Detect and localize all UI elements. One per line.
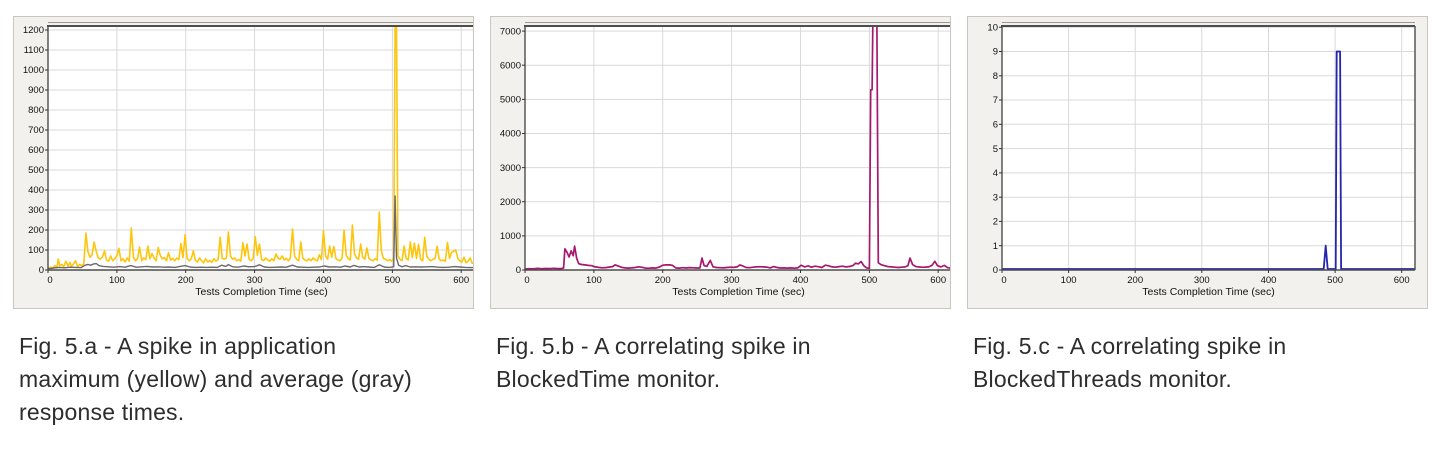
chart-panel-blockedtime: 0 1000 2000 3000 4000 5000 6000 7000 0 100 200 300 4… xyxy=(490,16,951,309)
series-group xyxy=(1002,50,1415,270)
svg-text:200: 200 xyxy=(655,275,671,286)
figure-caption-5c: Fig. 5.c - A correlating spike in Blocke… xyxy=(973,333,1287,392)
svg-text:700: 700 xyxy=(28,125,44,136)
svg-text:600: 600 xyxy=(453,275,469,286)
gridlines xyxy=(525,26,950,270)
svg-text:100: 100 xyxy=(1061,275,1077,286)
svg-text:300: 300 xyxy=(1194,275,1210,286)
x-axis: 0 100 200 300 400 500 600 xyxy=(524,270,946,286)
svg-text:500: 500 xyxy=(861,275,877,286)
svg-text:300: 300 xyxy=(247,275,263,286)
svg-text:500: 500 xyxy=(384,275,400,286)
plot-frame xyxy=(47,22,473,271)
svg-text:0: 0 xyxy=(47,275,52,286)
svg-text:400: 400 xyxy=(28,185,44,196)
x-axis: 0 100 200 300 400 500 600 xyxy=(1001,270,1410,286)
svg-text:200: 200 xyxy=(28,225,44,236)
svg-text:0: 0 xyxy=(524,275,529,286)
y-axis: 0 1 2 3 4 5 6 7 8 9 10 xyxy=(987,22,1002,276)
svg-text:1000: 1000 xyxy=(23,65,44,76)
figure-5b: 0 1000 2000 3000 4000 5000 6000 7000 0 100 200 300 4… xyxy=(490,16,951,429)
svg-text:0: 0 xyxy=(516,265,521,276)
svg-text:100: 100 xyxy=(109,275,125,286)
chart-canvas-blockedtime: 0 1000 2000 3000 4000 5000 6000 7000 0 100 200 300 4… xyxy=(500,22,950,298)
chart-canvas-response-times: 0100200300400500600700800900100011001200… xyxy=(23,22,473,298)
svg-text:5: 5 xyxy=(993,144,998,155)
figure-5a: 0 100 200 300 400 500 600 700 800 900 1000 1100 1200… xyxy=(13,16,474,429)
svg-text:400: 400 xyxy=(1261,275,1277,286)
svg-text:0: 0 xyxy=(39,265,44,276)
svg-text:500: 500 xyxy=(1327,275,1343,286)
plot-area xyxy=(48,26,473,270)
svg-text:0: 0 xyxy=(1001,275,1006,286)
y-axis: 0 100 200 300 400 500 600 700 800 900 1000 1100 1200 xyxy=(23,25,48,276)
series-blockedthreads xyxy=(1002,50,1415,270)
gridlines xyxy=(48,26,473,270)
svg-text:200: 200 xyxy=(178,275,194,286)
x-axis-title: Tests Completion Time (sec) xyxy=(1142,286,1274,298)
figure-caption-5b: Fig. 5.b - A correlating spike in Blocke… xyxy=(496,333,811,392)
chart-panel-response-times: 0 100 200 300 400 500 600 700 800 900 1000 1100 1200… xyxy=(13,16,474,309)
svg-text:4: 4 xyxy=(993,168,998,179)
plot-frame xyxy=(524,22,950,271)
svg-text:10: 10 xyxy=(987,22,998,33)
svg-text:600: 600 xyxy=(930,275,946,286)
svg-text:2000: 2000 xyxy=(500,197,521,208)
x-axis-title: Tests Completion Time (sec) xyxy=(195,286,327,298)
svg-text:1: 1 xyxy=(993,241,998,252)
svg-text:6000: 6000 xyxy=(500,60,521,71)
plot-area xyxy=(1002,26,1415,270)
series-average-response-time-gray- xyxy=(48,195,473,270)
series-group xyxy=(48,25,473,270)
chart-panel-blockedthreads: 0 1 2 3 4 5 6 7 8 9 10 0 100 200 300 400 500 600 Tests Com… xyxy=(967,16,1428,309)
svg-text:300: 300 xyxy=(28,205,44,216)
svg-text:3: 3 xyxy=(993,192,998,203)
svg-text:1100: 1100 xyxy=(24,45,44,56)
svg-text:7: 7 xyxy=(993,95,998,106)
plot-area xyxy=(525,26,950,270)
svg-text:9: 9 xyxy=(993,47,998,58)
svg-text:2: 2 xyxy=(993,217,998,228)
figure-5c: 0 1 2 3 4 5 6 7 8 9 10 0 100 200 300 400 500 600 Tests Com… xyxy=(967,16,1428,429)
svg-text:1200: 1200 xyxy=(23,25,44,36)
svg-text:0: 0 xyxy=(993,265,998,276)
svg-text:400: 400 xyxy=(793,275,809,286)
svg-text:3000: 3000 xyxy=(500,163,521,174)
svg-text:600: 600 xyxy=(1394,275,1410,286)
plot-frame xyxy=(1001,22,1416,271)
svg-text:1000: 1000 xyxy=(500,231,521,242)
svg-text:900: 900 xyxy=(28,85,44,96)
series-blockedtime xyxy=(525,25,950,270)
svg-text:500: 500 xyxy=(28,165,44,176)
series-maximum-response-time-yellow- xyxy=(48,25,473,270)
x-axis-title: Tests Completion Time (sec) xyxy=(672,286,804,298)
svg-text:7000: 7000 xyxy=(500,26,521,37)
svg-text:800: 800 xyxy=(28,105,44,116)
svg-text:5000: 5000 xyxy=(500,95,521,106)
figures-row: 0 100 200 300 400 500 600 700 800 900 1000 1100 1200… xyxy=(13,16,1431,429)
figure-caption-5a: Fig. 5.a - A spike in application maximu… xyxy=(19,333,413,425)
svg-text:100: 100 xyxy=(586,275,602,286)
svg-text:600: 600 xyxy=(28,145,44,156)
svg-text:200: 200 xyxy=(1127,275,1143,286)
series-group xyxy=(525,25,950,270)
svg-text:4000: 4000 xyxy=(500,129,521,140)
svg-text:100: 100 xyxy=(28,245,44,256)
x-axis: 0 100 200 300 400 500 600 xyxy=(47,270,469,286)
svg-text:6: 6 xyxy=(993,120,998,131)
y-axis: 0 1000 2000 3000 4000 5000 6000 7000 xyxy=(500,26,525,276)
svg-text:300: 300 xyxy=(724,275,740,286)
svg-text:400: 400 xyxy=(316,275,332,286)
svg-text:8: 8 xyxy=(993,71,998,82)
